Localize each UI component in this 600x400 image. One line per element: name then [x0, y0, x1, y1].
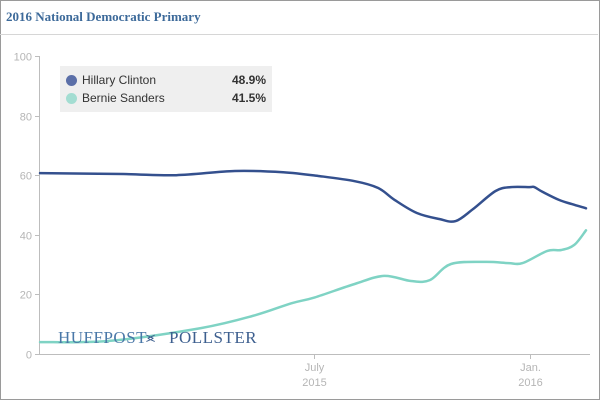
y-tick-label: 40	[20, 231, 32, 243]
huffpost-pollster-logo: HUFFPOST ⪤ POLLSTER	[58, 328, 257, 348]
series-line-clinton[interactable]	[38, 169, 588, 223]
legend-label-clinton: Hillary Clinton	[82, 73, 157, 87]
legend-swatch-sanders	[66, 93, 77, 104]
x-tick-label: July	[305, 362, 325, 374]
x-tick-label: 2015	[302, 377, 326, 389]
logo-pollster-text: POLLSTER	[169, 328, 258, 347]
logo-swoosh-icon: ⪤	[146, 331, 156, 346]
legend-label-sanders: Bernie Sanders	[82, 91, 165, 105]
legend-item-sanders[interactable]: Bernie Sanders 41.5%	[66, 90, 266, 108]
legend-value-clinton: 48.9%	[231, 73, 266, 87]
legend-value-sanders: 41.5%	[231, 91, 266, 105]
y-tick-label: 80	[20, 112, 32, 124]
y-tick-label: 0	[26, 350, 32, 362]
logo-huffpost-text: HUFFPOST	[58, 328, 148, 347]
series-line-sanders[interactable]	[38, 229, 588, 344]
chart-title: 2016 National Democratic Primary	[6, 9, 201, 24]
x-tick-label: 2016	[518, 377, 542, 389]
legend: Hillary Clinton 48.9% Bernie Sanders 41.…	[60, 66, 272, 112]
y-tick-label: 100	[14, 52, 32, 64]
y-tick-label: 60	[20, 171, 32, 183]
legend-item-clinton[interactable]: Hillary Clinton 48.9%	[66, 72, 266, 90]
y-tick-label: 20	[20, 290, 32, 302]
x-tick-label: Jan.	[520, 362, 541, 374]
chart-header: 2016 National Democratic Primary	[0, 0, 598, 35]
legend-swatch-clinton	[66, 75, 77, 86]
